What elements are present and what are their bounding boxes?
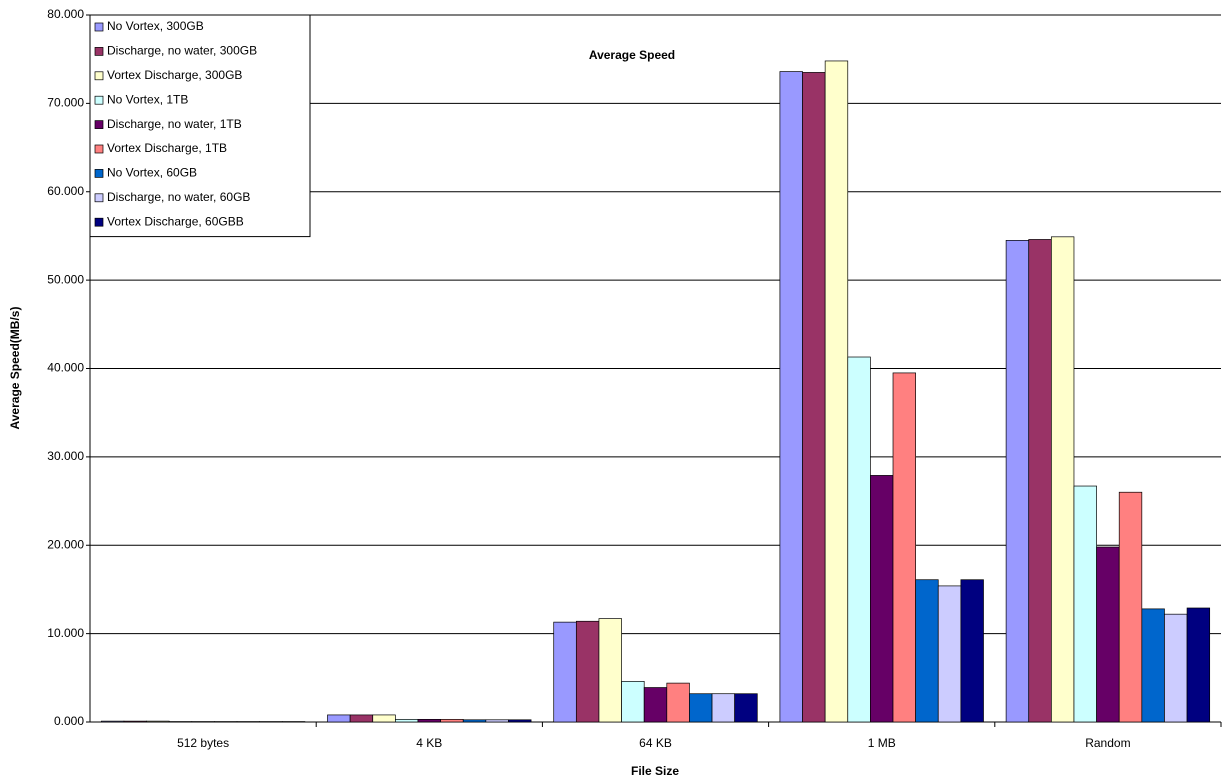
bar (100, 720, 125, 723)
bar (621, 680, 645, 723)
bar (575, 620, 600, 723)
bar (666, 682, 690, 723)
y-tick-label: 60.000 (47, 184, 84, 198)
bar (915, 579, 939, 723)
x-tick-label: 1 MB (868, 736, 896, 750)
legend-label: Vortex Discharge, 1TB (107, 141, 227, 155)
x-tick-label: 512 bytes (177, 736, 229, 750)
legend-swatch (94, 95, 104, 105)
legend-swatch (94, 193, 104, 203)
x-tick-label: Random (1085, 736, 1130, 750)
y-tick-label: 0.000 (54, 714, 84, 728)
bar (349, 714, 374, 723)
bar (643, 687, 668, 723)
bar (870, 475, 894, 723)
bar (689, 693, 713, 723)
bar (847, 356, 871, 723)
x-tick-label: 64 KB (639, 736, 672, 750)
y-tick-label: 30.000 (47, 449, 84, 463)
legend-label: No Vortex, 300GB (107, 19, 204, 33)
bar (892, 372, 916, 723)
bar (960, 579, 984, 723)
y-tick-label: 40.000 (47, 361, 84, 375)
bar (372, 714, 396, 723)
bar (123, 720, 147, 723)
legend-swatch (94, 144, 104, 154)
y-tick-label: 50.000 (47, 272, 84, 286)
bar (1118, 491, 1143, 723)
bar (1050, 236, 1075, 723)
bar (440, 718, 464, 723)
bar (146, 720, 170, 723)
legend-label: Vortex Discharge, 60GBB (107, 214, 244, 228)
bar (711, 693, 736, 723)
bar (395, 718, 419, 723)
bar (1141, 608, 1165, 723)
legend-box (89, 14, 311, 238)
legend-swatch (94, 47, 104, 56)
bar (1096, 546, 1120, 723)
legend-label: Vortex Discharge, 300GB (107, 68, 242, 82)
bar (417, 718, 441, 723)
bar (734, 693, 758, 723)
y-tick-label: 80.000 (47, 7, 84, 21)
y-axis-label: Average Speed(MB/s) (8, 307, 22, 430)
bar (1073, 485, 1097, 723)
x-tick-label: 4 KB (416, 736, 442, 750)
y-tick-label: 10.000 (47, 626, 84, 640)
bar (937, 585, 962, 723)
legend-swatch (94, 169, 104, 178)
bar (1005, 240, 1030, 723)
bar (485, 719, 509, 723)
bar (598, 618, 622, 723)
x-axis-label: File Size (631, 764, 679, 778)
bar (508, 719, 532, 723)
bar (1028, 239, 1052, 723)
legend-label: No Vortex, 60GB (107, 166, 197, 180)
legend-label: Discharge, no water, 1TB (107, 117, 242, 131)
legend-swatch (94, 71, 104, 81)
legend-swatch (94, 120, 104, 129)
legend-label: No Vortex, 1TB (107, 92, 188, 106)
legend-swatch (94, 22, 104, 32)
bar (779, 71, 803, 723)
bar (327, 714, 351, 723)
bar (1164, 613, 1188, 723)
bar (824, 60, 849, 723)
bar (553, 621, 577, 723)
bar (802, 72, 826, 723)
y-tick-label: 20.000 (47, 537, 84, 551)
legend-swatch (94, 217, 104, 227)
chart-title: Average Speed (589, 48, 675, 62)
legend-label: Discharge, no water, 60GB (107, 190, 250, 204)
bar (462, 719, 487, 723)
bar (1186, 607, 1211, 723)
y-tick-label: 70.000 (47, 96, 84, 110)
legend-label: Discharge, no water, 300GB (107, 44, 257, 58)
